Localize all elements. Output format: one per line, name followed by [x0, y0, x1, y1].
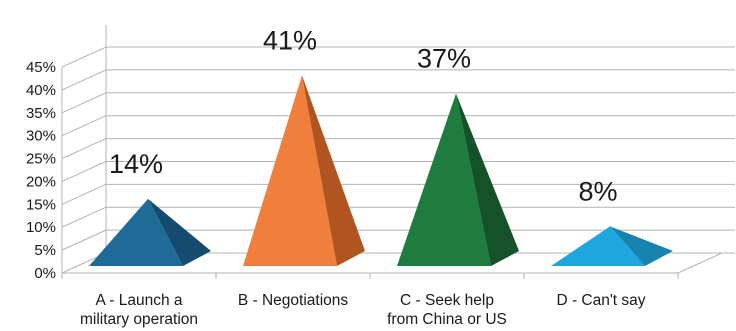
- category-label-line: military operation: [80, 311, 198, 328]
- pyramid-side-face: [302, 75, 365, 266]
- category-label: C - Seek help from China or US: [387, 292, 507, 328]
- data-label: 14%: [109, 149, 163, 179]
- y-tick-label: 20%: [26, 173, 56, 190]
- y-tick-label: 30%: [26, 128, 56, 145]
- data-label: 37%: [417, 44, 471, 74]
- category-labels: A - Launch a military operation B - Negoti…: [80, 292, 646, 328]
- pyramid-bar: [89, 198, 211, 266]
- data-label: 41%: [263, 25, 317, 55]
- chart-floor: [61, 252, 723, 279]
- pyramid-bar: [397, 93, 519, 266]
- y-tick-label: 5%: [34, 242, 56, 259]
- category-label-line: B - Negotiations: [238, 292, 349, 309]
- data-label: 8%: [578, 176, 617, 206]
- y-tick-label: 15%: [26, 196, 56, 213]
- y-tick-label: 35%: [26, 105, 56, 122]
- gridline-diagonal: [61, 69, 107, 91]
- pyramid-front-face: [89, 198, 183, 266]
- pyramid-bars: [89, 75, 673, 266]
- gridline-diagonal: [61, 183, 107, 205]
- pyramid-bar: [243, 75, 365, 266]
- category-label-line: C - Seek help: [400, 292, 494, 309]
- gridline-diagonal: [61, 115, 107, 137]
- y-tick-label: 45%: [26, 59, 56, 76]
- category-label: D - Can't say: [556, 292, 645, 309]
- y-tick-label: 25%: [26, 151, 56, 168]
- category-label: B - Negotiations: [238, 292, 349, 309]
- pyramid-front-face: [243, 75, 337, 266]
- data-labels: 14% 41% 37% 8%: [109, 25, 618, 206]
- pyramid-bar: [551, 226, 673, 266]
- category-label: A - Launch a military operation: [80, 292, 198, 328]
- pyramid-front-face: [397, 93, 491, 266]
- y-tick-label: 0%: [34, 265, 56, 282]
- gridline-diagonal: [61, 138, 107, 160]
- category-label-line: from China or US: [387, 311, 507, 328]
- pyramid-side-face: [456, 93, 519, 266]
- floor-right-edge: [677, 252, 723, 274]
- category-label-line: A - Launch a: [95, 292, 182, 309]
- pyramid-side-face: [148, 198, 211, 266]
- pyramid-side-face: [610, 226, 673, 266]
- y-tick-label: 40%: [26, 82, 56, 99]
- y-tick-label: 10%: [26, 219, 56, 236]
- gridline-diagonal: [61, 161, 107, 182]
- pyramid-front-face: [551, 226, 645, 266]
- gridline-diagonal: [61, 206, 107, 228]
- gridline-diagonal: [61, 229, 107, 251]
- y-axis-tick-labels: 0% 5% 10% 15% 20% 25% 30% 35% 40% 45%: [26, 59, 56, 282]
- gridline-diagonal: [61, 92, 107, 114]
- gridline-diagonal: [61, 46, 107, 68]
- category-label-line: D - Can't say: [556, 292, 645, 309]
